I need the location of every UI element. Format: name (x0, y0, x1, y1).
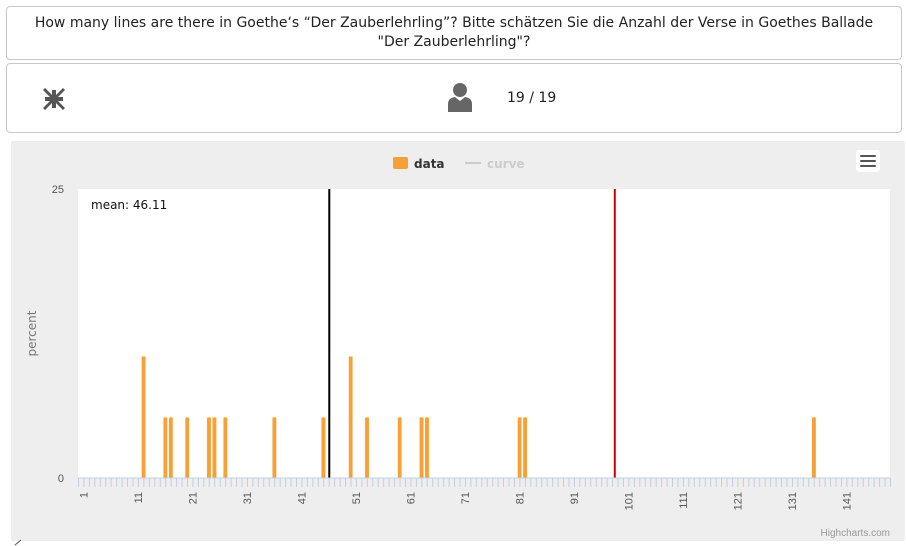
legend-label-curve: curve (487, 157, 525, 171)
x-tick-label: 21 (187, 492, 199, 504)
x-tick-label: 51 (351, 492, 363, 504)
response-count: 19 / 19 (507, 90, 557, 106)
histogram-bar (517, 416, 522, 479)
y-tick-label: 25 (52, 184, 64, 196)
histogram-bar (522, 416, 528, 479)
x-tick-label: 111 (678, 492, 690, 509)
question-box: How many lines are there in Goethe‘s “De… (6, 6, 902, 60)
y-axis-title: percent (25, 310, 39, 356)
histogram-bar (206, 416, 212, 479)
toolbar: 19 / 19 (6, 63, 902, 133)
user-icon (448, 82, 472, 114)
x-tick-label: 121 (732, 492, 744, 510)
x-tick-label: 1 (78, 492, 90, 498)
histogram-bar (223, 416, 228, 479)
histogram-bar (397, 416, 403, 479)
histogram-bar (321, 416, 326, 479)
question-text: How many lines are there in Goethe‘s “De… (34, 15, 874, 50)
x-tick-label: 31 (242, 492, 254, 504)
chart-menu-icon[interactable] (856, 150, 880, 172)
x-tick-label: 101 (623, 492, 635, 510)
collapse-arrows-icon[interactable] (41, 86, 67, 112)
credits-link: Highcharts.com (821, 528, 890, 539)
plot-area (78, 189, 890, 478)
x-tick-label: 91 (569, 492, 581, 504)
histogram-bar (348, 356, 354, 479)
y-tick-label: 0 (58, 473, 64, 485)
resize-handle-icon (14, 539, 22, 546)
x-tick-label: 11 (133, 492, 145, 503)
histogram-bar (424, 416, 430, 479)
histogram-bar (163, 416, 168, 479)
x-tick-label: 81 (514, 492, 526, 504)
histogram-bar (212, 416, 217, 479)
histogram-bar (364, 416, 370, 479)
histogram-bar (272, 416, 277, 479)
x-tick-label: 41 (296, 492, 308, 504)
legend-swatch-data (393, 157, 408, 169)
x-tick-label: 61 (405, 492, 417, 504)
x-tick-label: 71 (460, 492, 472, 504)
histogram-bar (184, 416, 190, 479)
x-tick-label: 141 (841, 492, 853, 510)
mean-label: mean: 46.11 (91, 198, 167, 212)
histogram-bar (811, 416, 817, 479)
histogram-bar (141, 356, 146, 479)
histogram-bar (168, 416, 174, 479)
histogram-bar (419, 416, 424, 479)
x-tick-label: 131 (787, 492, 799, 510)
legend-label-data: data (414, 157, 445, 171)
